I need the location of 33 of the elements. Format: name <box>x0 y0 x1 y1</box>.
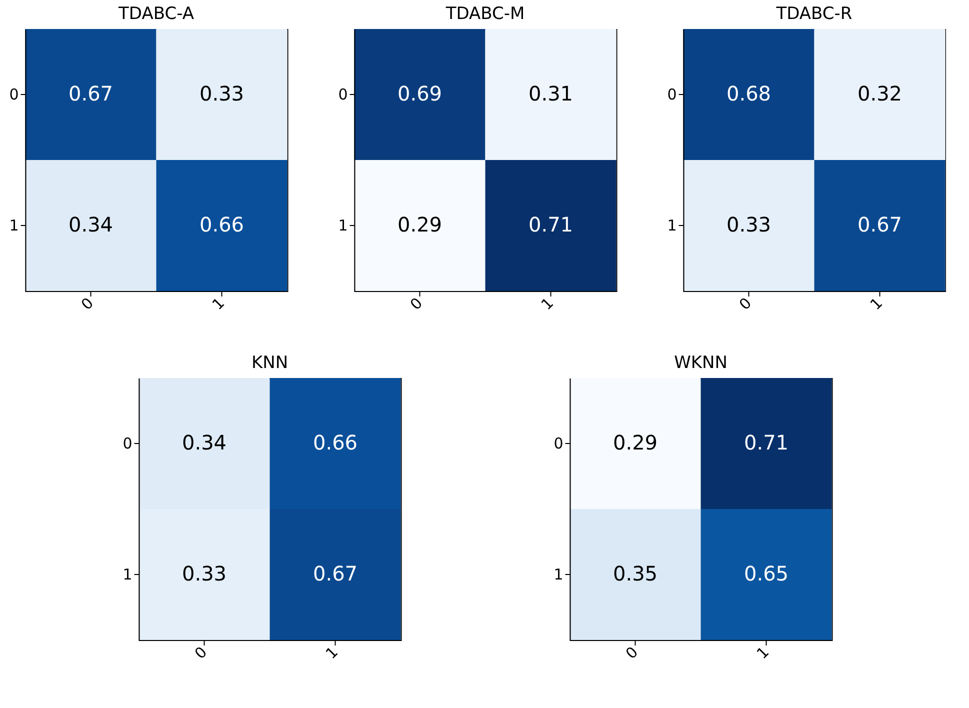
data-label: 0.66 <box>312 430 358 454</box>
data-label: 0.67 <box>68 82 114 106</box>
chart-title: TDABC-A <box>118 4 194 24</box>
data-label: 0.71 <box>528 212 574 236</box>
x-tick-label: 0 <box>622 643 642 663</box>
data-label: 0.69 <box>397 82 442 106</box>
x-tick-label: 0 <box>191 643 211 663</box>
chart-title: TDABC-R <box>775 4 852 24</box>
x-tick-label: 0 <box>406 294 426 314</box>
x-tick-label: 1 <box>208 294 228 314</box>
data-label: 0.33 <box>199 82 244 106</box>
chart-title: WKNN <box>674 353 728 373</box>
data-label: 0.67 <box>857 212 902 236</box>
data-label: 0.34 <box>68 212 114 236</box>
chart-title: TDABC-M <box>444 4 525 24</box>
data-label: 0.71 <box>744 430 789 454</box>
data-label: 0.29 <box>612 430 658 454</box>
data-label: 0.31 <box>528 82 574 106</box>
data-label: 0.67 <box>312 562 358 586</box>
data-label: 0.68 <box>726 82 772 106</box>
data-label: 0.35 <box>612 562 658 586</box>
x-tick-label: 0 <box>78 294 98 314</box>
data-label: 0.65 <box>744 562 789 586</box>
x-tick-label: 0 <box>736 294 756 314</box>
data-label: 0.66 <box>199 212 244 236</box>
data-label: 0.29 <box>397 212 442 236</box>
data-label: 0.32 <box>857 82 902 106</box>
data-label: 0.33 <box>726 212 772 236</box>
data-label: 0.33 <box>182 562 227 586</box>
x-tick-label: 1 <box>866 294 886 314</box>
x-tick-label: 1 <box>753 643 773 663</box>
data-label: 0.34 <box>182 430 227 454</box>
chart-title: KNN <box>251 353 288 373</box>
